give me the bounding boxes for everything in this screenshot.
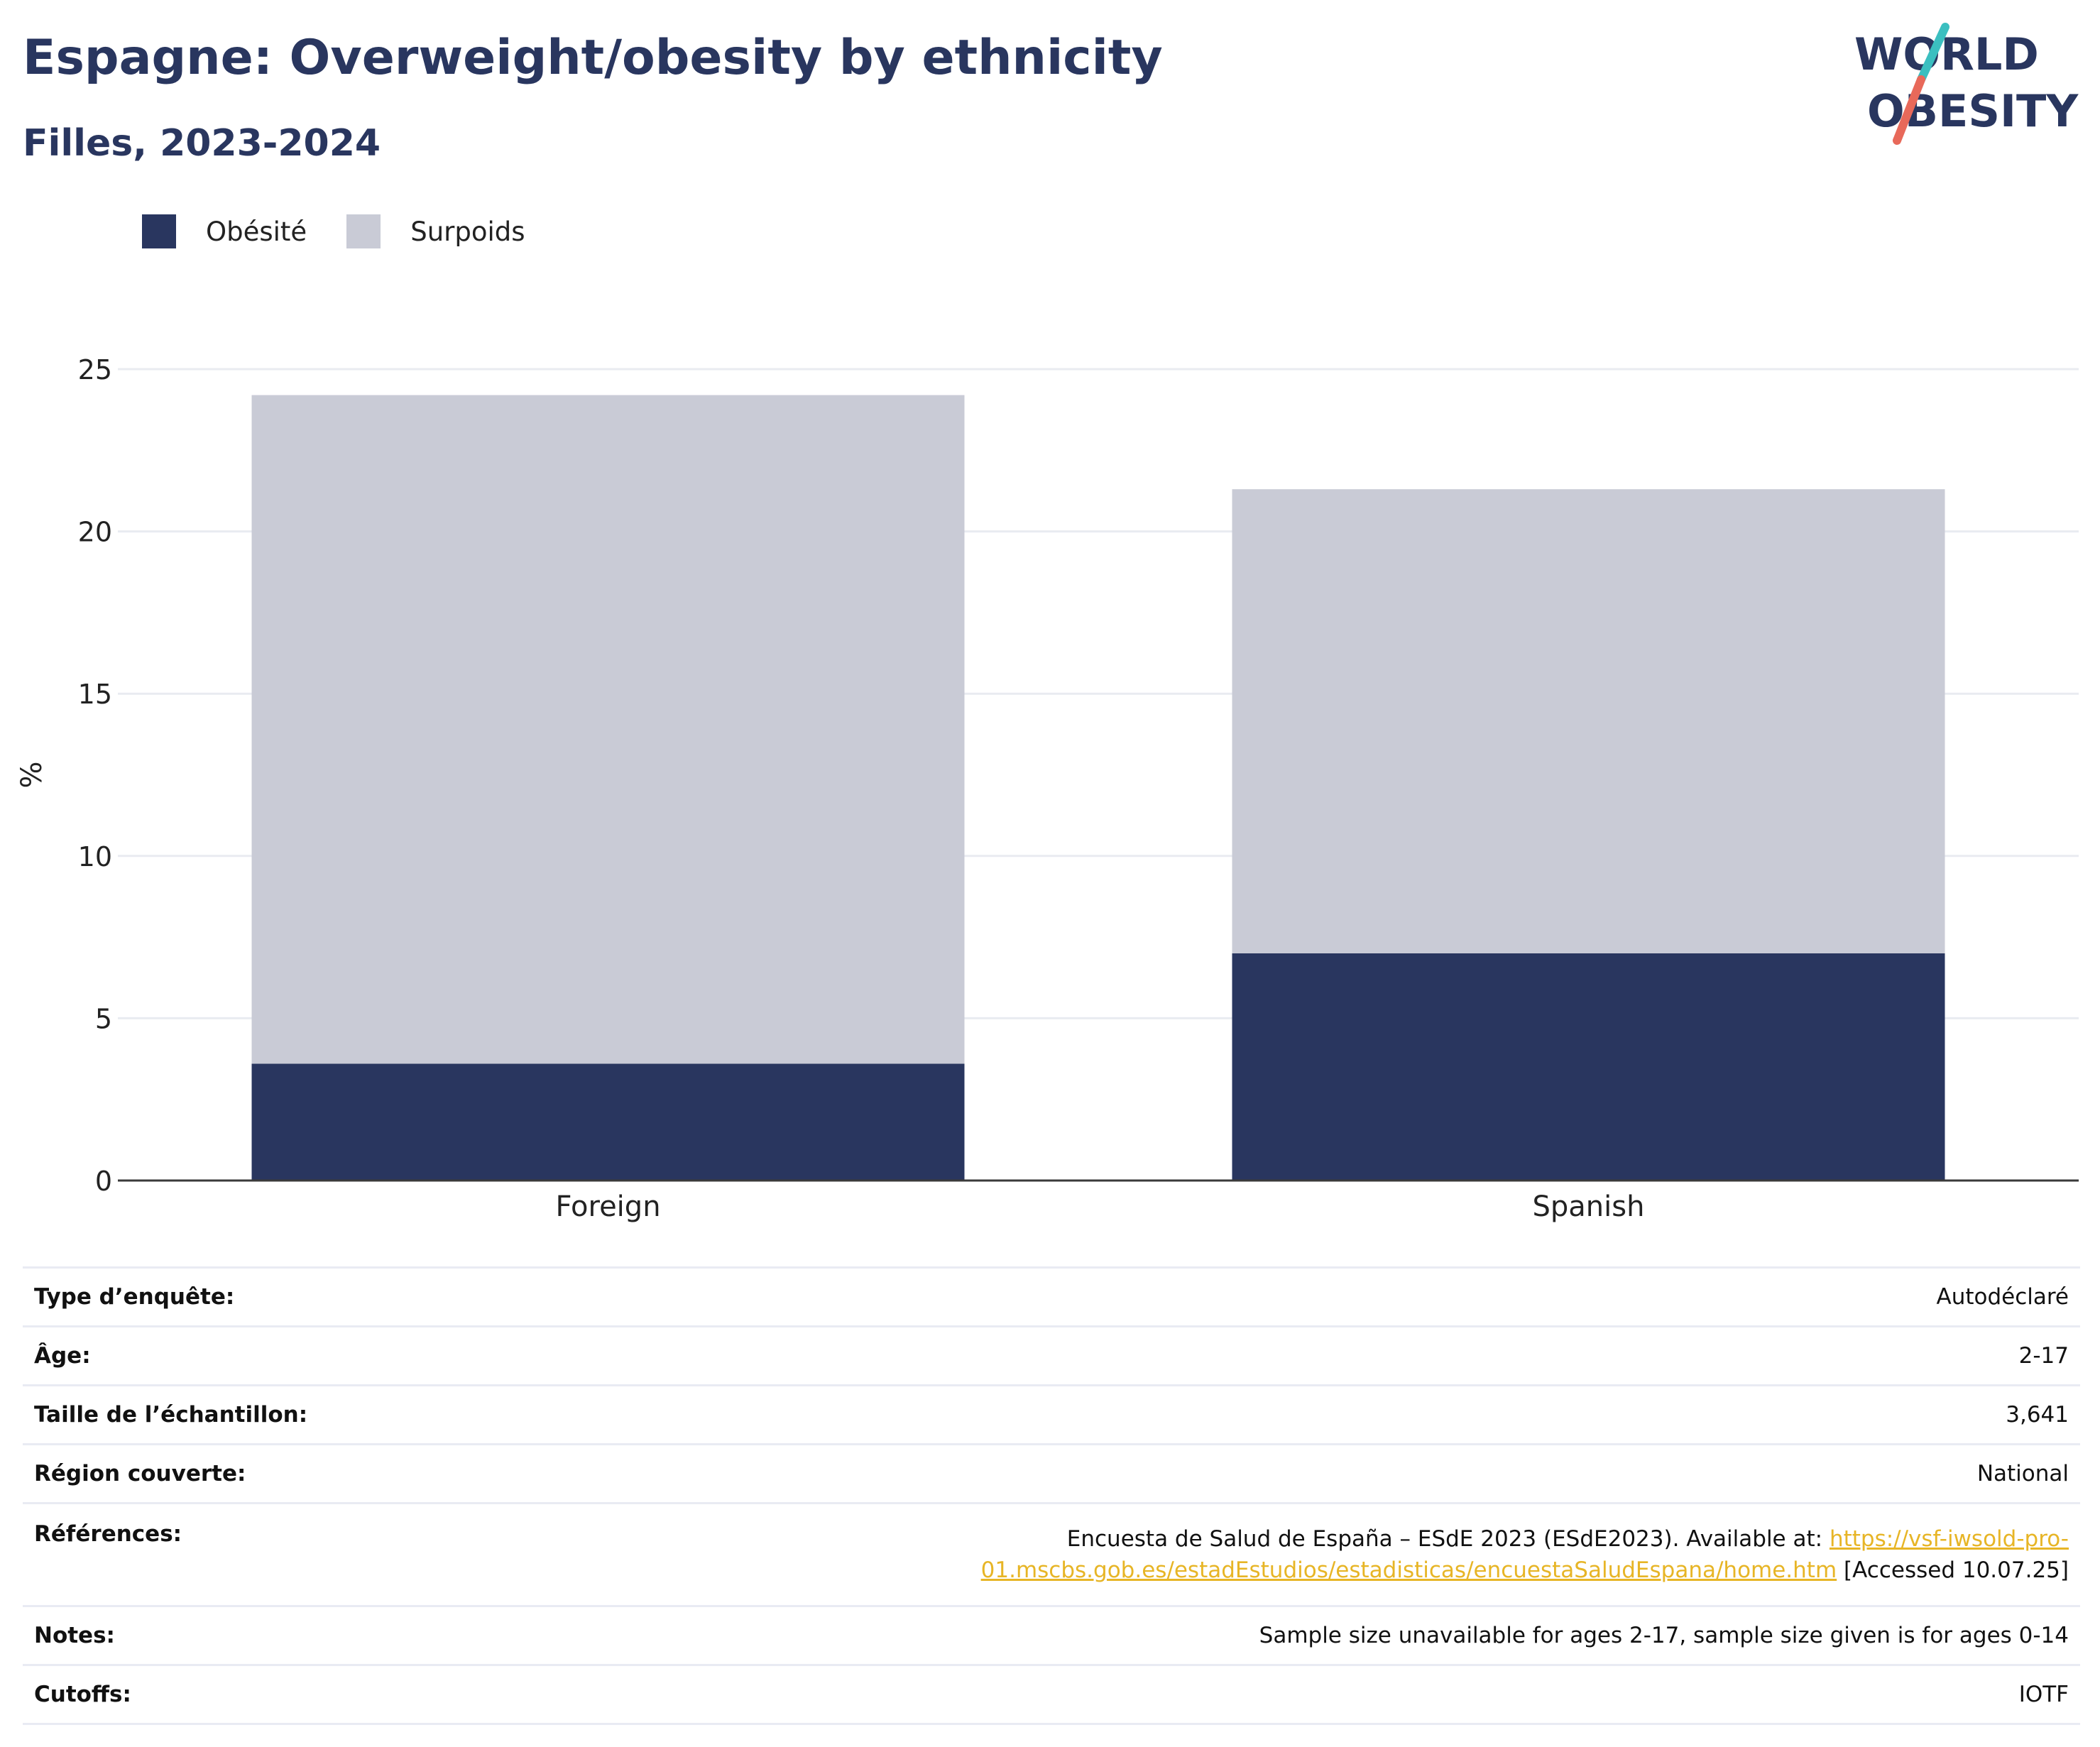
meta-value: 2-17 <box>542 1325 2080 1386</box>
y-tick-label: 25 <box>78 354 112 385</box>
bar-spanish-obesity[interactable] <box>1232 953 1945 1181</box>
meta-row-cutoffs: Cutoffs: IOTF <box>23 1664 2080 1725</box>
metadata-table: Type d’enquête: Autodéclaré Âge: 2-17 Ta… <box>23 1266 2080 1725</box>
bars <box>251 395 1945 1181</box>
meta-label: Type d’enquête: <box>23 1266 542 1327</box>
meta-label: Région couverte: <box>23 1443 542 1504</box>
chart-legend: Obésité Surpoids <box>142 210 565 253</box>
world-obesity-logo: WORLD OBESITY <box>1854 23 2079 145</box>
meta-row-references: Références: Encuesta de Salud de España … <box>23 1502 2080 1606</box>
legend-item-obesity[interactable]: Obésité <box>142 214 307 248</box>
bar-foreign-obesity[interactable] <box>251 1063 965 1181</box>
logo-word-world: WORLD <box>1854 28 2039 80</box>
meta-value: IOTF <box>542 1664 2080 1725</box>
meta-value: National <box>542 1443 2080 1504</box>
meta-label: Âge: <box>23 1325 542 1386</box>
meta-row-age: Âge: 2-17 <box>23 1325 2080 1386</box>
meta-value: Sample size unavailable for ages 2-17, s… <box>542 1605 2080 1665</box>
legend-swatch-obesity <box>142 214 176 248</box>
y-tick-label: 0 <box>95 1166 112 1197</box>
references-link-part2[interactable]: 01.mscbs.gob.es/estadEstudios/estadistic… <box>980 1557 1837 1583</box>
legend-swatch-overweight <box>346 214 381 248</box>
y-axis-label: % <box>16 761 48 788</box>
references-link-part1[interactable]: https://vsf-iwsold-pro- <box>1829 1526 2069 1552</box>
meta-row-notes: Notes: Sample size unavailable for ages … <box>23 1605 2080 1665</box>
x-axis-ticks: Foreign Spanish <box>555 1190 1644 1223</box>
meta-label: Références: <box>23 1502 542 1606</box>
y-axis-ticks: 0 5 10 15 20 25 <box>78 354 112 1197</box>
y-tick-label: 5 <box>95 1003 112 1034</box>
meta-row-sample-size: Taille de l’échantillon: 3,641 <box>23 1384 2080 1445</box>
x-tick-label: Foreign <box>555 1190 660 1223</box>
meta-label: Notes: <box>23 1605 542 1665</box>
bar-spanish-overweight[interactable] <box>1232 489 1945 953</box>
legend-label-overweight: Surpoids <box>410 216 525 247</box>
meta-label: Taille de l’échantillon: <box>23 1384 542 1445</box>
bar-foreign-overweight[interactable] <box>251 395 965 1064</box>
meta-value: Encuesta de Salud de España – ESdE 2023 … <box>542 1502 2080 1606</box>
legend-item-overweight[interactable]: Surpoids <box>346 214 525 248</box>
meta-row-survey-type: Type d’enquête: Autodéclaré <box>23 1266 2080 1327</box>
y-tick-label: 15 <box>78 679 112 710</box>
meta-value: Autodéclaré <box>542 1266 2080 1327</box>
x-tick-label: Spanish <box>1533 1190 1645 1223</box>
y-tick-label: 20 <box>78 517 112 548</box>
bar-chart: 0 5 10 15 20 25 Foreign Spanish % <box>16 354 2079 1223</box>
logo-slash-teal <box>1917 23 1949 84</box>
legend-label-obesity: Obésité <box>206 216 307 247</box>
y-tick-label: 10 <box>78 841 112 872</box>
meta-row-region: Région couverte: National <box>23 1443 2080 1504</box>
references-text: Encuesta de Salud de España – ESdE 2023 … <box>1066 1526 1830 1552</box>
meta-label: Cutoffs: <box>23 1664 542 1725</box>
logo-slash-coral <box>1893 75 1925 145</box>
references-accessed: [Accessed 10.07.25] <box>1837 1557 2069 1583</box>
meta-value: 3,641 <box>542 1384 2080 1445</box>
chart-subtitle: Filles, 2023-2024 <box>23 122 381 165</box>
chart-title: Espagne: Overweight/obesity by ethnicity <box>23 30 1163 86</box>
